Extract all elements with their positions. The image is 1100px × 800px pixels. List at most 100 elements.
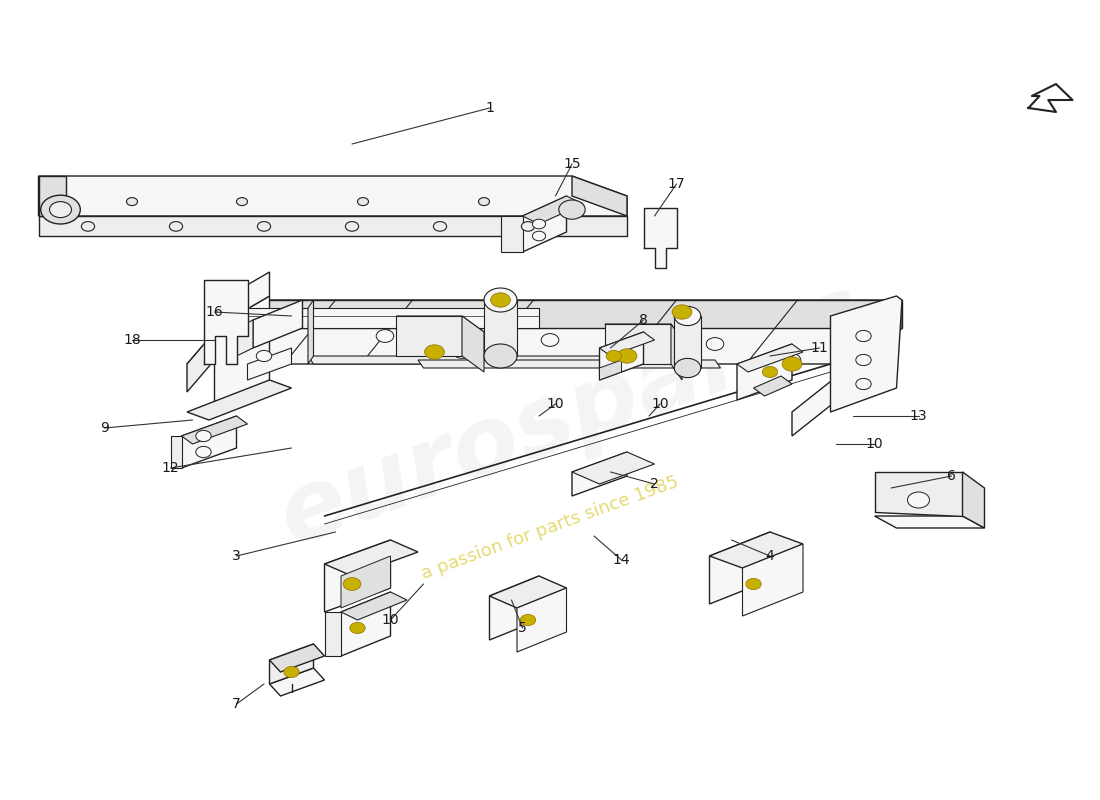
Text: 11: 11 xyxy=(811,341,828,355)
Circle shape xyxy=(629,350,647,362)
Polygon shape xyxy=(341,592,407,620)
Polygon shape xyxy=(572,452,654,484)
Text: 4: 4 xyxy=(766,549,774,563)
Polygon shape xyxy=(522,196,566,252)
Polygon shape xyxy=(490,576,539,640)
Text: 9: 9 xyxy=(100,421,109,435)
Text: 10: 10 xyxy=(651,397,669,411)
Text: 7: 7 xyxy=(232,697,241,711)
Text: 1: 1 xyxy=(485,101,494,115)
Polygon shape xyxy=(600,332,643,380)
Circle shape xyxy=(257,222,271,231)
Circle shape xyxy=(856,378,871,390)
Text: 10: 10 xyxy=(547,397,564,411)
Polygon shape xyxy=(572,452,627,496)
Circle shape xyxy=(453,346,471,358)
Circle shape xyxy=(491,293,510,307)
Polygon shape xyxy=(253,300,302,348)
Polygon shape xyxy=(187,380,292,420)
Text: 2: 2 xyxy=(650,477,659,491)
Polygon shape xyxy=(396,316,462,356)
Circle shape xyxy=(606,350,621,362)
Polygon shape xyxy=(182,416,248,444)
Polygon shape xyxy=(204,280,248,364)
Circle shape xyxy=(169,222,183,231)
Polygon shape xyxy=(308,300,314,364)
Polygon shape xyxy=(270,644,314,684)
Polygon shape xyxy=(187,300,242,392)
Polygon shape xyxy=(396,316,484,332)
Polygon shape xyxy=(324,612,341,656)
Polygon shape xyxy=(737,344,792,400)
Circle shape xyxy=(532,231,546,241)
Circle shape xyxy=(532,219,546,229)
Text: eurospares: eurospares xyxy=(267,267,877,565)
Polygon shape xyxy=(962,472,984,528)
Text: 8: 8 xyxy=(639,313,648,327)
Polygon shape xyxy=(522,196,583,224)
Circle shape xyxy=(284,666,299,678)
Circle shape xyxy=(484,344,517,368)
Circle shape xyxy=(541,334,559,346)
Polygon shape xyxy=(39,176,66,216)
Polygon shape xyxy=(484,300,517,356)
Polygon shape xyxy=(742,544,803,616)
Circle shape xyxy=(358,198,368,206)
Circle shape xyxy=(762,366,778,378)
Polygon shape xyxy=(214,272,270,328)
Polygon shape xyxy=(1028,84,1072,112)
Text: 6: 6 xyxy=(947,469,956,483)
Polygon shape xyxy=(39,176,627,216)
Polygon shape xyxy=(737,344,803,372)
Text: 18: 18 xyxy=(123,333,141,347)
Polygon shape xyxy=(341,592,390,656)
Text: 16: 16 xyxy=(206,305,223,319)
Text: 15: 15 xyxy=(563,157,581,171)
Text: 14: 14 xyxy=(613,553,630,567)
Circle shape xyxy=(478,198,490,206)
Polygon shape xyxy=(874,472,962,516)
Polygon shape xyxy=(341,556,390,608)
Polygon shape xyxy=(270,644,324,672)
Circle shape xyxy=(376,330,394,342)
Text: 3: 3 xyxy=(232,549,241,563)
Polygon shape xyxy=(671,324,682,380)
Circle shape xyxy=(856,354,871,366)
Circle shape xyxy=(126,198,138,206)
Circle shape xyxy=(50,202,72,218)
Polygon shape xyxy=(644,208,676,268)
Text: 17: 17 xyxy=(668,177,685,191)
Circle shape xyxy=(674,358,701,378)
Polygon shape xyxy=(324,540,418,576)
Polygon shape xyxy=(600,360,621,380)
Polygon shape xyxy=(710,532,770,604)
Circle shape xyxy=(617,349,637,363)
Polygon shape xyxy=(242,300,902,328)
Polygon shape xyxy=(214,296,270,412)
Text: 12: 12 xyxy=(162,461,179,475)
Polygon shape xyxy=(500,216,522,252)
Polygon shape xyxy=(605,324,682,340)
Circle shape xyxy=(345,222,359,231)
Circle shape xyxy=(908,492,930,508)
Polygon shape xyxy=(236,320,253,356)
Text: a passion for parts since 1985: a passion for parts since 1985 xyxy=(419,473,681,583)
Polygon shape xyxy=(874,516,984,528)
Circle shape xyxy=(433,222,447,231)
Polygon shape xyxy=(674,316,701,368)
Circle shape xyxy=(484,288,517,312)
Polygon shape xyxy=(418,360,720,368)
Text: 10: 10 xyxy=(382,613,399,627)
Circle shape xyxy=(521,222,535,231)
Polygon shape xyxy=(462,316,484,372)
Circle shape xyxy=(425,345,444,359)
Circle shape xyxy=(782,357,802,371)
Circle shape xyxy=(236,198,248,206)
Polygon shape xyxy=(830,296,902,412)
Circle shape xyxy=(746,578,761,590)
Polygon shape xyxy=(324,540,390,612)
Circle shape xyxy=(350,622,365,634)
Polygon shape xyxy=(710,532,803,568)
Polygon shape xyxy=(308,356,610,364)
Polygon shape xyxy=(605,324,671,364)
